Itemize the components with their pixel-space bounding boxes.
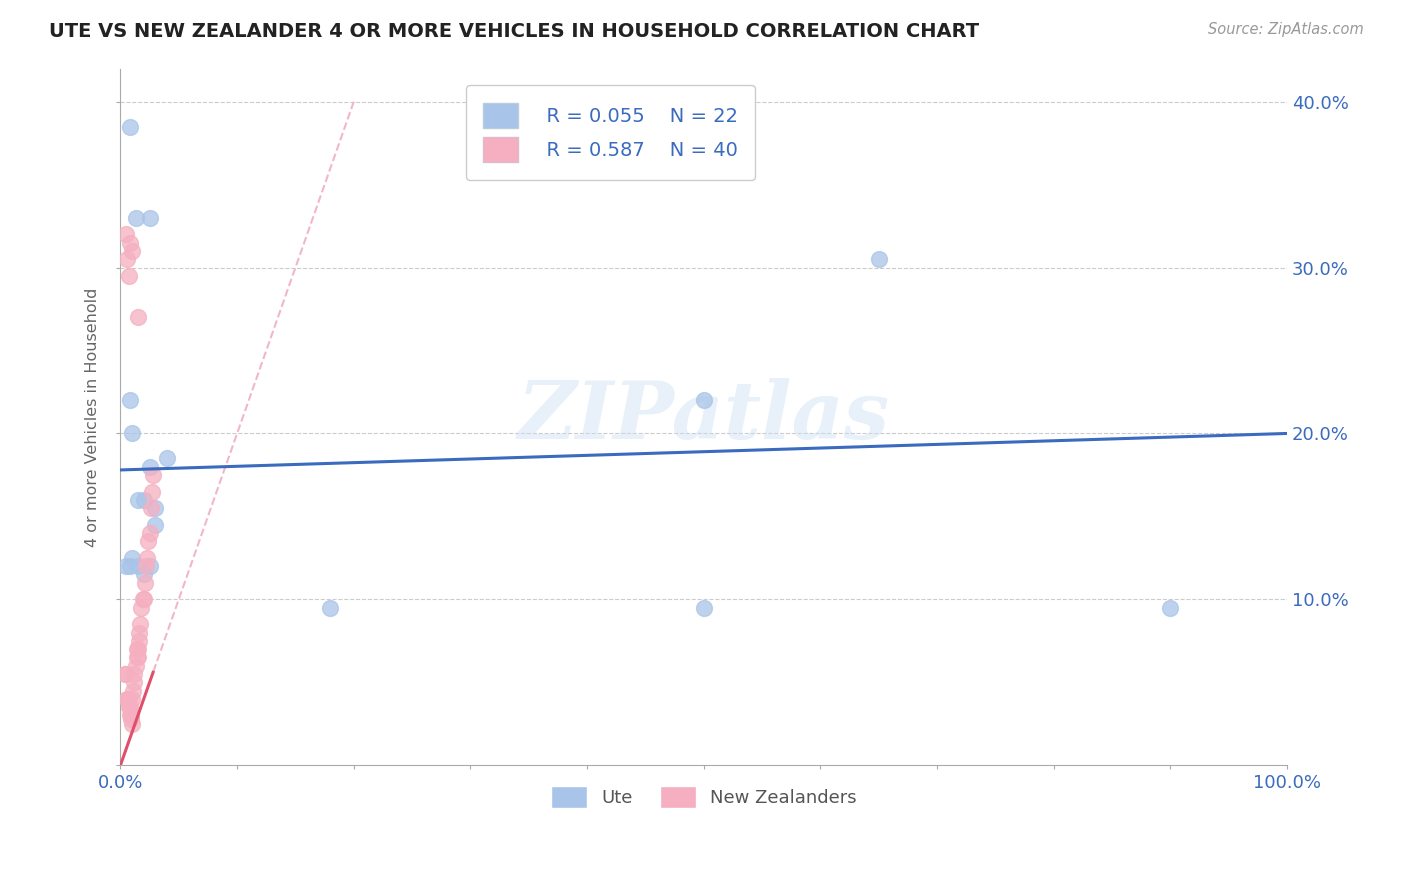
Point xyxy=(120,712,142,726)
Text: UTE VS NEW ZEALANDER 4 OR MORE VEHICLES IN HOUSEHOLD CORRELATION CHART: UTE VS NEW ZEALANDER 4 OR MORE VEHICLES … xyxy=(49,22,980,41)
Point xyxy=(132,592,155,607)
Point xyxy=(319,600,342,615)
Point xyxy=(117,691,139,706)
Point xyxy=(121,716,143,731)
Text: ZIPatlas: ZIPatlas xyxy=(517,378,890,456)
Point xyxy=(124,211,146,225)
Point xyxy=(128,633,150,648)
Point xyxy=(138,534,160,549)
Point xyxy=(125,650,148,665)
Point xyxy=(121,244,143,258)
Point xyxy=(125,642,148,657)
Y-axis label: 4 or more Vehicles in Household: 4 or more Vehicles in Household xyxy=(86,287,100,547)
Point xyxy=(134,575,156,590)
Point xyxy=(138,559,160,574)
Point xyxy=(145,501,167,516)
Point xyxy=(128,625,150,640)
Point xyxy=(121,426,143,441)
Point xyxy=(693,393,716,408)
Point xyxy=(118,120,141,134)
Point xyxy=(127,650,149,665)
Point xyxy=(138,211,160,225)
Point xyxy=(127,492,149,507)
Point xyxy=(117,700,139,714)
Point xyxy=(117,268,139,283)
Point xyxy=(141,484,163,499)
Point xyxy=(115,559,138,574)
Point xyxy=(117,252,139,267)
Point xyxy=(138,526,160,541)
Point xyxy=(145,517,167,532)
Point xyxy=(115,667,138,681)
Point xyxy=(114,667,136,681)
Point xyxy=(118,708,141,723)
Point xyxy=(129,617,152,632)
Point xyxy=(127,642,149,657)
Point xyxy=(121,550,143,565)
Point xyxy=(115,227,138,242)
Point xyxy=(136,550,159,565)
Point xyxy=(138,459,160,474)
Point xyxy=(118,235,141,250)
Point xyxy=(139,501,162,516)
Point xyxy=(1159,600,1181,615)
Point xyxy=(127,559,149,574)
Point xyxy=(124,675,146,690)
Point xyxy=(124,658,146,673)
Legend: Ute, New Zealanders: Ute, New Zealanders xyxy=(544,779,865,815)
Text: Source: ZipAtlas.com: Source: ZipAtlas.com xyxy=(1208,22,1364,37)
Point xyxy=(117,691,139,706)
Point xyxy=(131,592,153,607)
Point xyxy=(156,451,179,466)
Point xyxy=(124,667,146,681)
Point xyxy=(118,700,141,714)
Point xyxy=(118,393,141,408)
Point xyxy=(127,310,149,325)
Point xyxy=(117,691,139,706)
Point xyxy=(131,600,153,615)
Point xyxy=(132,492,155,507)
Point xyxy=(121,691,143,706)
Point xyxy=(120,708,142,723)
Point xyxy=(122,683,145,698)
Point xyxy=(135,559,157,574)
Point xyxy=(132,567,155,582)
Point xyxy=(118,559,141,574)
Point xyxy=(142,467,165,482)
Point xyxy=(868,252,890,267)
Point xyxy=(693,600,716,615)
